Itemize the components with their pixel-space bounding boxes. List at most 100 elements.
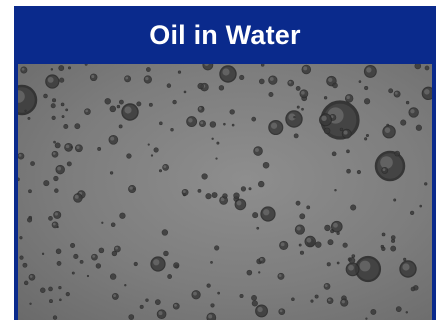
oil-droplet	[51, 115, 56, 120]
droplet-highlight	[52, 222, 56, 226]
oil-droplet	[332, 82, 338, 89]
droplet-highlight	[346, 95, 350, 100]
oil-droplet	[59, 77, 65, 83]
droplet-highlight	[220, 197, 225, 202]
oil-droplet	[364, 98, 371, 105]
droplet-highlight	[124, 106, 132, 114]
oil-droplet	[299, 250, 305, 255]
oil-droplet	[403, 257, 407, 261]
droplet-highlight	[110, 136, 115, 141]
droplet-highlight	[54, 212, 58, 216]
oil-droplet	[222, 193, 228, 199]
droplet-highlight	[91, 74, 95, 79]
oil-droplet	[324, 224, 331, 232]
oil-droplet	[215, 157, 218, 160]
droplet-highlight	[306, 237, 312, 243]
oil-droplet	[49, 299, 53, 304]
oil-droplet	[206, 283, 211, 288]
oil-droplet	[23, 280, 29, 286]
oil-droplet	[166, 83, 172, 88]
oil-droplet	[268, 92, 274, 97]
droplet-highlight	[200, 121, 204, 125]
droplet-highlight	[380, 156, 393, 169]
oil-droplet	[19, 236, 23, 240]
droplet-highlight	[288, 113, 296, 121]
oil-droplet	[298, 243, 302, 247]
oil-droplet	[50, 68, 54, 71]
droplet-highlight	[74, 194, 79, 199]
oil-droplet	[380, 244, 385, 249]
oil-droplet	[161, 229, 169, 236]
figure-frame: Oil in Water	[14, 6, 436, 320]
droplet-highlight	[29, 275, 33, 278]
droplet-highlight	[270, 122, 278, 129]
droplet-highlight	[18, 153, 22, 157]
oil-droplet	[110, 222, 116, 228]
oil-droplet	[201, 173, 208, 180]
oil-droplet	[336, 261, 340, 265]
oil-droplet	[350, 204, 357, 211]
oil-droplet	[24, 109, 27, 112]
oil-droplet	[97, 146, 102, 151]
oil-droplet	[177, 70, 182, 74]
droplet-highlight	[115, 246, 118, 250]
oil-droplet	[214, 245, 220, 251]
oil-droplet	[342, 242, 348, 248]
oil-droplet	[240, 186, 247, 192]
oil-droplet	[116, 104, 121, 109]
oil-droplet	[346, 149, 350, 154]
oil-droplet	[98, 247, 105, 254]
oil-droplet	[101, 221, 104, 224]
oil-droplet	[197, 82, 204, 90]
oil-droplet	[339, 127, 344, 132]
droplet-highlight	[296, 226, 301, 231]
oil-droplet	[409, 210, 415, 215]
oil-droplet	[126, 153, 132, 159]
droplet-highlight	[259, 258, 263, 261]
oil-droplet	[139, 304, 144, 309]
oil-droplet	[395, 306, 402, 313]
droplet-highlight	[65, 144, 70, 149]
oil-droplet	[60, 102, 65, 107]
oil-droplet	[252, 212, 259, 219]
oil-droplet	[48, 286, 53, 292]
oil-droplet	[258, 271, 261, 274]
droplet-highlight	[269, 77, 274, 81]
oil-droplet	[405, 100, 410, 105]
oil-droplet	[346, 168, 351, 174]
oil-droplet	[386, 123, 390, 127]
droplet-highlight	[280, 242, 285, 247]
droplet-highlight	[174, 304, 177, 307]
oil-droplet	[52, 315, 58, 320]
oil-droplet	[239, 293, 244, 298]
oil-droplet	[54, 142, 61, 149]
oil-droplet	[150, 154, 154, 157]
oil-droplet	[109, 171, 114, 175]
droplet-highlight	[341, 299, 346, 304]
oil-droplet	[424, 182, 428, 186]
oil-droplet	[326, 262, 331, 267]
oil-droplet	[109, 105, 117, 113]
oil-droplet	[216, 141, 220, 145]
figure-title: Oil in Water	[149, 19, 301, 50]
oil-droplet	[356, 170, 361, 175]
droplet-highlight	[21, 67, 25, 71]
oil-droplet	[79, 259, 84, 264]
oil-droplet	[197, 189, 202, 193]
oil-droplet	[419, 204, 422, 208]
droplet-highlight	[158, 311, 163, 316]
droplet-highlight	[188, 118, 193, 123]
droplet-highlight	[208, 314, 213, 319]
oil-droplet	[394, 150, 401, 157]
oil-droplet	[70, 146, 73, 149]
oil-droplet	[118, 99, 124, 105]
oil-droplet	[258, 180, 265, 188]
oil-droplet	[147, 143, 150, 146]
oil-droplet	[251, 300, 258, 307]
oil-droplet	[58, 286, 62, 290]
oil-droplet	[314, 294, 319, 299]
oil-droplet	[323, 127, 331, 135]
oil-droplet	[348, 257, 356, 264]
oil-droplet	[400, 119, 407, 126]
oil-droplet	[133, 261, 138, 267]
